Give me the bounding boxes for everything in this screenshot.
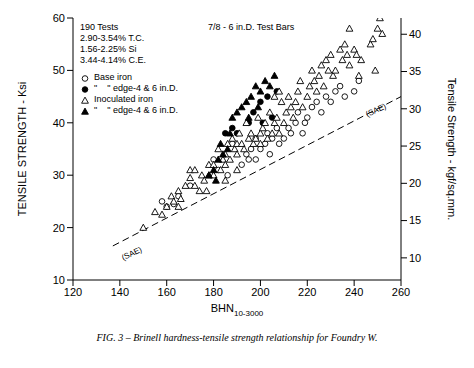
svg-text:40: 40	[53, 117, 65, 129]
svg-text:20: 20	[409, 177, 421, 189]
svg-text:(SAE): (SAE)	[364, 102, 387, 119]
html-text:3.44-4.14% C.E.: 3.44-4.14% C.E.	[80, 55, 146, 65]
html-text:Inoculated iron: Inoculated iron	[94, 94, 153, 104]
svg-text:BHN10-3000: BHN10-3000	[211, 302, 264, 318]
svg-text:20: 20	[53, 222, 65, 234]
svg-text:10: 10	[409, 252, 421, 264]
svg-text:120: 120	[64, 286, 82, 298]
html-text:2.90-3.54% T.C.: 2.90-3.54% T.C.	[80, 33, 145, 43]
svg-text:160: 160	[158, 286, 176, 298]
svg-text:200: 200	[251, 286, 269, 298]
svg-text:25: 25	[409, 140, 421, 152]
svg-text:30: 30	[53, 169, 65, 181]
html-text:" " edge-4 & 6 in.D.: " " edge-4 & 6 in.D.	[94, 105, 178, 115]
svg-text:30: 30	[409, 103, 421, 115]
svg-text:10: 10	[53, 274, 65, 286]
svg-text:50: 50	[53, 64, 65, 76]
svg-text:240: 240	[345, 286, 363, 298]
html-text:FIG. 3 – Brinell hardness-tens: FIG. 3 – Brinell hardness-tensile streng…	[96, 332, 378, 343]
html-text:7/8 - 6 in.D. Test Bars: 7/8 - 6 in.D. Test Bars	[208, 22, 295, 32]
svg-text:180: 180	[204, 286, 222, 298]
html-text:Base iron: Base iron	[94, 72, 132, 82]
svg-text:40: 40	[409, 28, 421, 40]
html-text:190 Tests: 190 Tests	[80, 22, 119, 32]
svg-text:(SAE): (SAE)	[120, 245, 143, 262]
html-text:1.56-2.25% Si: 1.56-2.25% Si	[80, 44, 137, 54]
html-text:" " edge-4 & 6 in.D.: " " edge-4 & 6 in.D.	[94, 83, 178, 93]
svg-text:Tensile Strength - kgf/sq.mm.: Tensile Strength - kgf/sq.mm.	[446, 78, 458, 220]
svg-text:260: 260	[392, 286, 410, 298]
svg-text:60: 60	[53, 12, 65, 24]
svg-text:35: 35	[409, 65, 421, 77]
svg-text:140: 140	[111, 286, 129, 298]
svg-text:TENSILE STRENGTH - Ksi: TENSILE STRENGTH - Ksi	[16, 82, 28, 216]
svg-text:220: 220	[298, 286, 316, 298]
svg-text:15: 15	[409, 214, 421, 226]
